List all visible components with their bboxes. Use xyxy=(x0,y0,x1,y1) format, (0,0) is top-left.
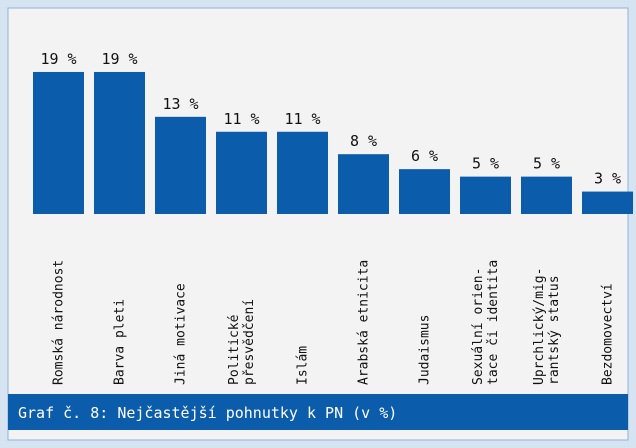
value-label: 8 % xyxy=(350,132,377,150)
x-tick-label: Barva pleti xyxy=(113,299,128,385)
x-tick-label: Jiná motivace xyxy=(174,283,189,385)
bar xyxy=(216,131,267,214)
value-label: 11 % xyxy=(223,110,259,128)
x-tick-label: Judaismus xyxy=(418,315,433,385)
bar xyxy=(33,71,84,214)
chart-title: Graf č. 8: Nejčastější pohnutky k PN (v … xyxy=(18,404,397,422)
bar xyxy=(94,71,145,214)
bar xyxy=(338,154,389,214)
value-label: 13 % xyxy=(162,95,198,113)
x-tick-label: Bezdomovectví xyxy=(601,283,616,385)
bar xyxy=(521,176,572,214)
bar xyxy=(277,131,328,214)
bar xyxy=(582,191,633,214)
bar xyxy=(399,169,450,214)
x-tick-label: Politicképřesvědčení xyxy=(227,299,257,385)
title-band xyxy=(8,394,628,430)
bar xyxy=(155,116,206,214)
value-label: 11 % xyxy=(284,110,320,128)
x-tick-label: Romská národnost xyxy=(52,260,67,385)
value-label: 3 % xyxy=(594,170,621,188)
bar xyxy=(460,176,511,214)
x-tick-label: Arabská etnicita xyxy=(357,260,372,385)
value-label: 5 % xyxy=(533,155,560,173)
x-tick-label: Islám xyxy=(296,346,311,385)
value-label: 19 % xyxy=(101,50,137,68)
x-tick-label: Sexuální orien-tace či identita xyxy=(471,260,501,385)
value-label: 6 % xyxy=(411,147,438,165)
value-label: 19 % xyxy=(40,50,76,68)
x-tick-label: Uprchlický/mig-rantský status xyxy=(532,268,562,385)
value-label: 5 % xyxy=(472,155,499,173)
